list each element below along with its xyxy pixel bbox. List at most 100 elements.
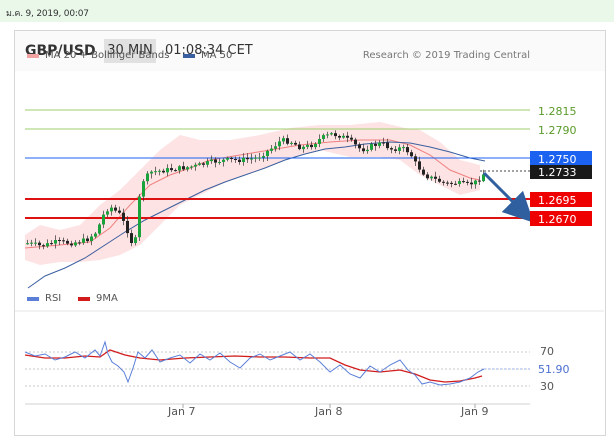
candle [450,182,453,184]
candle [362,148,365,152]
candle [46,243,49,247]
candle [98,224,101,234]
candle [34,242,37,244]
candle [210,159,213,162]
candle [286,138,289,144]
candle [230,157,233,159]
candle [370,143,373,150]
candle [70,243,73,246]
candle [470,182,473,185]
ma9-legend-label: 9MA [96,293,118,304]
legend-bb: MA 20 + Bollinger Bands [27,50,169,61]
candle [74,242,77,246]
candle [130,233,133,243]
candle [342,135,345,138]
symbol-label: GBP/USD [25,43,96,59]
candle [474,180,477,185]
level-label-5-text: 1.2695 [538,194,577,207]
candle [466,181,469,183]
candle [358,144,361,149]
level-label-1-text: 1.2815 [538,105,577,118]
timestamp: ม.ค. 9, 2019, 00:07 [6,9,89,19]
candle [446,182,449,184]
candle [310,144,313,148]
candle [298,144,301,150]
candle [142,181,145,197]
level-label-6-text: 1.2670 [538,213,577,226]
candle [30,242,33,244]
candle [294,142,297,145]
candle [174,170,177,172]
candle [62,240,65,242]
candle [318,139,321,144]
candle [454,183,457,185]
ma50-legend-label: MA 50 [201,50,233,61]
candle [346,135,349,138]
candle [254,157,257,159]
candle [350,137,353,140]
level-label-3-text: 1.2750 [538,153,577,166]
candle [114,207,117,211]
candle [182,166,185,170]
level-label-2: 1.2790 [538,124,577,137]
candle [418,161,421,170]
candle [206,161,209,165]
candle [146,173,149,182]
candle [110,207,113,212]
candle [374,143,377,146]
candle [354,139,357,145]
candle [482,174,485,182]
candle [410,152,413,157]
candle [262,156,265,158]
candle [54,240,57,244]
ma9-line [24,349,483,383]
candle [102,214,105,225]
credit-text: Research © 2019 Trading Central [362,50,530,61]
level-label-4-bg [530,165,592,179]
candle [162,170,165,173]
top-bar: ม.ค. 9, 2019, 00:07 [0,0,614,22]
candle [118,210,121,213]
forecast-arrow [482,171,534,223]
timeframe-button[interactable]: 30 MIN [104,39,156,63]
candle [270,148,273,151]
level-label-1: 1.2815 [538,105,577,118]
candle [214,159,217,163]
level-label-3-bg [530,151,592,166]
candle [314,143,317,148]
candle [250,158,253,160]
candle [78,242,81,244]
candle [90,236,93,242]
candle [58,240,61,241]
candle [302,146,305,150]
x-label-3: Jan 9 [460,405,488,418]
candle [398,147,401,151]
candle [334,133,337,137]
legend-rsi: RSI [27,293,61,304]
candle [246,157,249,160]
candle [82,238,85,243]
candle [94,233,97,237]
ma20-line [24,139,481,249]
candle [194,164,197,167]
candle [238,159,241,162]
x-label-2: Jan 8 [314,405,342,418]
ma50-swatch [183,53,195,58]
candle [402,147,405,149]
candle [226,157,229,160]
candle [38,242,41,246]
candle [42,245,45,247]
candle [258,157,261,159]
level-label-6: 1.2670 [530,211,592,226]
candle [338,136,341,138]
candle [282,138,285,142]
candle [422,169,425,175]
rsi-swatch [27,296,39,301]
candle [438,178,441,182]
rsi-tick-70: 70 [540,345,554,358]
level-label-4: 1.2733 [530,165,592,179]
candle [462,181,465,183]
candle [158,170,161,172]
candle [138,196,141,238]
